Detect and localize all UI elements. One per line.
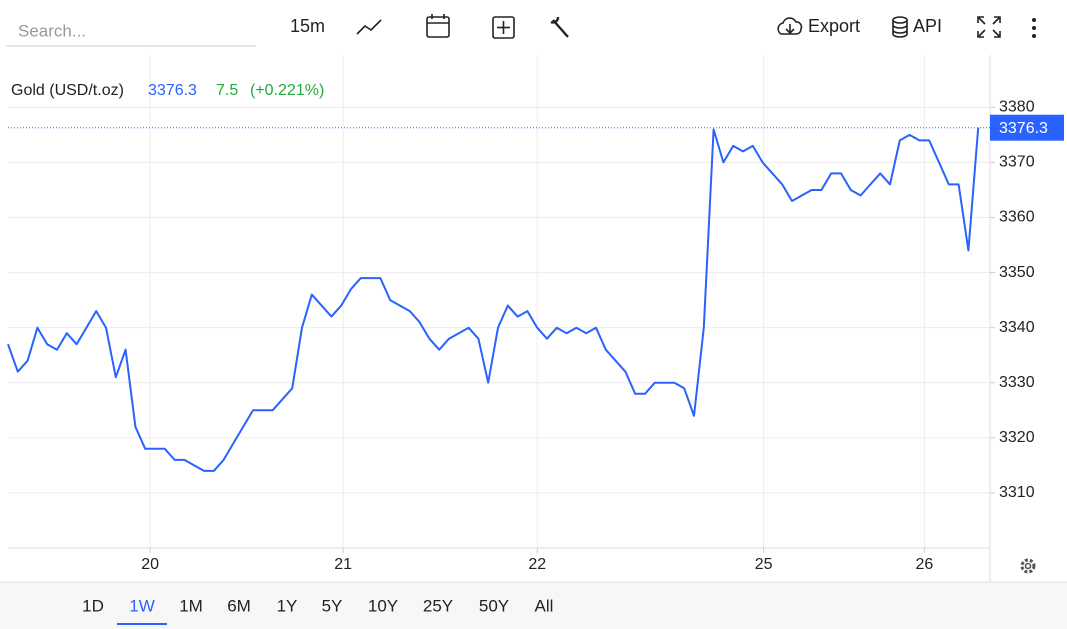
range-selected-underline xyxy=(117,623,167,625)
export-icon[interactable] xyxy=(777,17,803,35)
y-tick-label: 3350 xyxy=(999,264,1035,281)
indicator-icon[interactable] xyxy=(492,16,515,39)
x-tick-label: 22 xyxy=(528,556,546,573)
fullscreen-icon[interactable] xyxy=(977,16,1001,38)
series-title: Gold (USD/t.oz) xyxy=(11,82,124,99)
calendar-icon[interactable] xyxy=(426,14,450,38)
range-button[interactable]: 50Y xyxy=(479,596,509,615)
range-button[interactable]: 1M xyxy=(179,596,203,615)
x-tick-label: 26 xyxy=(915,556,933,573)
y-tick-label: 3320 xyxy=(999,429,1035,446)
api-button[interactable]: API xyxy=(913,16,942,36)
last-price-label: 3376.3 xyxy=(999,120,1048,137)
search-placeholder[interactable]: Search... xyxy=(18,21,86,40)
more-menu[interactable] xyxy=(1032,18,1036,38)
interval-button[interactable]: 15m xyxy=(290,16,325,36)
price-line xyxy=(7,127,980,472)
range-button[interactable]: 1Y xyxy=(277,596,298,615)
range-bar xyxy=(0,582,1067,629)
y-tick-label: 3360 xyxy=(999,209,1035,226)
price-change-percent: (+0.221%) xyxy=(250,82,324,99)
y-tick-label: 3330 xyxy=(999,374,1035,391)
chart-type-icon[interactable] xyxy=(356,19,382,35)
export-button[interactable]: Export xyxy=(808,16,860,36)
x-tick-label: 20 xyxy=(141,556,159,573)
range-button[interactable]: 1W xyxy=(129,596,155,615)
y-tick-label: 3340 xyxy=(999,319,1035,336)
range-button[interactable]: 1D xyxy=(82,596,104,615)
range-button[interactable]: 25Y xyxy=(423,596,453,615)
range-button[interactable]: 10Y xyxy=(368,596,398,615)
last-price: 3376.3 xyxy=(148,82,197,99)
settings-wrench-icon[interactable] xyxy=(550,16,569,38)
y-tick-label: 3370 xyxy=(999,154,1035,171)
y-tick-label: 3310 xyxy=(999,484,1035,501)
api-icon[interactable] xyxy=(892,16,908,38)
x-tick-label: 21 xyxy=(334,556,352,573)
search-box[interactable] xyxy=(6,14,256,46)
range-button[interactable]: 6M xyxy=(227,596,251,615)
range-button[interactable]: All xyxy=(535,596,554,615)
range-button[interactable]: 5Y xyxy=(322,596,343,615)
last-price-box xyxy=(990,114,1064,141)
x-tick-label: 25 xyxy=(755,556,773,573)
settings-gear[interactable] xyxy=(1020,558,1036,574)
price-change: 7.5 xyxy=(216,82,238,99)
y-tick-label: 3380 xyxy=(999,99,1035,116)
